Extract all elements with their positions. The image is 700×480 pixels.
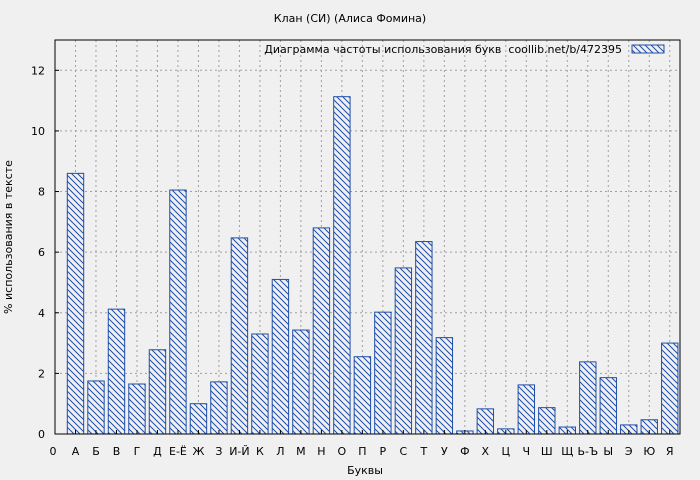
y-tick-label: 12 bbox=[31, 64, 45, 77]
x-tick-label: З bbox=[215, 445, 222, 458]
bar-10 bbox=[251, 333, 269, 435]
y-tick-label: 4 bbox=[38, 307, 45, 320]
x-tick-label: Ф bbox=[460, 445, 469, 458]
y-tick-label: 0 bbox=[38, 428, 45, 441]
x-tick-label: Ь-Ъ bbox=[577, 445, 598, 458]
bar-5 bbox=[148, 349, 167, 435]
bar-26 bbox=[579, 361, 597, 435]
legend-swatch bbox=[631, 44, 665, 54]
bar-3 bbox=[107, 308, 126, 435]
bar-8 bbox=[210, 381, 228, 435]
x-tick-label: В bbox=[113, 445, 121, 458]
bar-19 bbox=[435, 337, 454, 435]
x-axis-label: Буквы bbox=[347, 464, 383, 477]
bar-12 bbox=[292, 329, 310, 435]
y-tick-label: 6 bbox=[38, 246, 45, 259]
bar-23 bbox=[517, 384, 536, 435]
x-tick-label: М bbox=[296, 445, 306, 458]
x-tick-label: П bbox=[358, 445, 366, 458]
bar-7 bbox=[189, 403, 208, 435]
x-tick-label: О bbox=[338, 445, 347, 458]
bar-16 bbox=[374, 311, 392, 435]
x-tick-labels: 0 А Б В Г Д Е-Ё Ж З И-Й К Л М Н О П Р С Т У Ф Х Ц Ч Ш Щ Ь-Ъ Ы Э Ю Я bbox=[50, 430, 674, 458]
bar-13 bbox=[312, 227, 331, 435]
bar-15 bbox=[353, 356, 372, 435]
legend-label: Диаграмма частоты использования букв coo… bbox=[264, 43, 622, 56]
x-tick-label: Х bbox=[482, 445, 490, 458]
x-tick-label: Ж bbox=[193, 445, 205, 458]
bar-17 bbox=[394, 267, 413, 435]
x-tick-label: У bbox=[441, 445, 448, 458]
x-tick-label: 0 bbox=[50, 445, 57, 458]
y-tick-label: 8 bbox=[38, 186, 45, 199]
y-tick-labels: 0 2 4 6 8 10 12 bbox=[31, 64, 59, 441]
bar-27 bbox=[599, 377, 617, 435]
x-tick-label: Е-Ё bbox=[169, 445, 187, 458]
x-tick-label: Я bbox=[666, 445, 674, 458]
bars bbox=[66, 96, 679, 435]
x-tick-label: Ц bbox=[502, 445, 511, 458]
x-tick-label: Ш bbox=[541, 445, 553, 458]
y-tick-label: 2 bbox=[38, 367, 45, 380]
x-tick-label: Э bbox=[625, 445, 633, 458]
x-tick-label: Щ bbox=[561, 445, 573, 458]
x-tick-label: Ю bbox=[643, 445, 655, 458]
x-tick-label: Г bbox=[134, 445, 141, 458]
plot-frame bbox=[54, 39, 681, 435]
x-tick-label: И-Й bbox=[229, 445, 249, 458]
bar-4 bbox=[128, 383, 146, 435]
chart-title: Клан (СИ) (Алиса Фомина) bbox=[274, 12, 426, 25]
bar-9 bbox=[230, 237, 249, 435]
bar-30 bbox=[661, 342, 679, 435]
x-tick-label: К bbox=[256, 445, 264, 458]
bar-2 bbox=[87, 380, 105, 435]
x-tick-label: С bbox=[400, 445, 408, 458]
legend: Диаграмма частоты использования букв coo… bbox=[264, 43, 665, 56]
x-tick-label: Р bbox=[380, 445, 387, 458]
x-tick-label: Т bbox=[419, 445, 427, 458]
bar-18 bbox=[415, 241, 433, 435]
x-tick-label: Ы bbox=[603, 445, 613, 458]
x-tick-label: Ч bbox=[523, 445, 531, 458]
x-tick-label: А bbox=[72, 445, 80, 458]
bar-11 bbox=[271, 278, 290, 435]
x-tick-label: Б bbox=[92, 445, 100, 458]
x-tick-label: Н bbox=[317, 445, 325, 458]
x-tick-label: Д bbox=[153, 445, 162, 458]
bar-6 bbox=[169, 189, 187, 435]
bar-1 bbox=[66, 172, 85, 435]
bar-14 bbox=[333, 96, 351, 435]
y-tick-label: 10 bbox=[31, 125, 45, 138]
x-tick-label: Л bbox=[276, 445, 284, 458]
y-axis-label: % использования в тексте bbox=[2, 160, 15, 314]
